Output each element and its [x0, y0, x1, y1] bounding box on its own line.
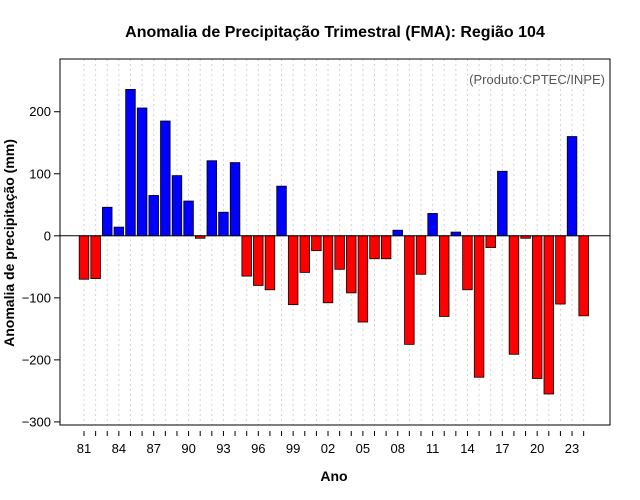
- bar-1986: [136, 107, 148, 237]
- x-tick-label: 81: [77, 441, 91, 456]
- bar-2013: [450, 231, 462, 237]
- bar-2003: [334, 235, 345, 270]
- bar-1988: [160, 120, 171, 237]
- bar-2015: [473, 235, 485, 378]
- x-tick-label: 17: [495, 441, 509, 456]
- bar-2018: [508, 235, 520, 355]
- bar-2021: [543, 235, 555, 395]
- bar-1982: [90, 235, 101, 280]
- bar-2005: [357, 235, 369, 323]
- bar-2016: [485, 235, 496, 248]
- source-annotation: (Produto:CPTEC/INPE): [469, 72, 605, 87]
- bar-1985: [125, 88, 136, 237]
- bar-1984: [113, 226, 125, 237]
- bar-2010: [415, 235, 427, 275]
- bar-2017: [497, 170, 508, 237]
- y-axis: −300 −200 −100 0 100 200: [22, 104, 60, 429]
- bar-2022: [555, 235, 566, 305]
- grid-lines: [83, 59, 585, 425]
- bar-2023: [566, 136, 578, 237]
- bar-2020: [531, 235, 543, 379]
- bar-2007: [380, 235, 392, 260]
- bar-1993: [218, 211, 229, 237]
- bar-1998: [276, 185, 287, 237]
- bar-1989: [171, 175, 183, 237]
- x-axis-title: Ano: [320, 468, 347, 484]
- x-tick-label: 84: [112, 441, 126, 456]
- bar-1996: [253, 235, 264, 286]
- x-tick-label: 90: [181, 441, 195, 456]
- bar-2006: [369, 235, 380, 260]
- bar-2008: [392, 229, 403, 237]
- bar-2000: [299, 235, 310, 273]
- bar-1994: [229, 162, 241, 237]
- bar-2011: [427, 213, 438, 237]
- bar-2014: [462, 235, 473, 291]
- x-tick-label: 11: [426, 441, 440, 456]
- y-tick-label: 200: [29, 104, 51, 119]
- x-tick-label: 93: [216, 441, 230, 456]
- x-tick-label: 20: [530, 441, 544, 456]
- y-tick-label: −200: [22, 352, 51, 367]
- x-tick-label: 02: [321, 441, 335, 456]
- x-tick-label: 96: [251, 441, 265, 456]
- x-tick-label: 14: [460, 441, 474, 456]
- x-tick-label: 87: [146, 441, 160, 456]
- x-axis: 81 84 87 90 93 96 99 02 05 08 11 14 17 20 23: [77, 431, 585, 456]
- x-tick-label: 05: [356, 441, 370, 456]
- y-tick-label: −300: [22, 414, 51, 429]
- bar-1999: [287, 235, 299, 306]
- x-tick-label: 99: [286, 441, 300, 456]
- y-tick-label: 0: [44, 228, 51, 243]
- bar-2009: [404, 235, 415, 345]
- bar-1997: [264, 235, 276, 291]
- bars: [78, 88, 589, 395]
- y-axis-title: Anomalia de precipitação (mm): [1, 139, 17, 347]
- y-tick-label: −100: [22, 290, 51, 305]
- bar-1995: [241, 235, 252, 277]
- bar-1981: [78, 235, 90, 280]
- x-tick-label: 08: [391, 441, 405, 456]
- bar-1990: [183, 200, 194, 237]
- bar-1987: [148, 195, 159, 237]
- bar-1992: [206, 160, 218, 237]
- bar-2004: [346, 235, 357, 294]
- bar-2012: [439, 235, 450, 317]
- bar-2001: [311, 235, 322, 252]
- bar-2002: [322, 235, 334, 304]
- plot-frame: [59, 58, 611, 426]
- bar-2024: [578, 235, 589, 317]
- y-tick-label: 100: [29, 166, 51, 181]
- bar-1983: [102, 206, 113, 237]
- chart-title: Anomalia de Precipitação Trimestral (FMA…: [125, 24, 545, 41]
- x-tick-label: 23: [565, 441, 579, 456]
